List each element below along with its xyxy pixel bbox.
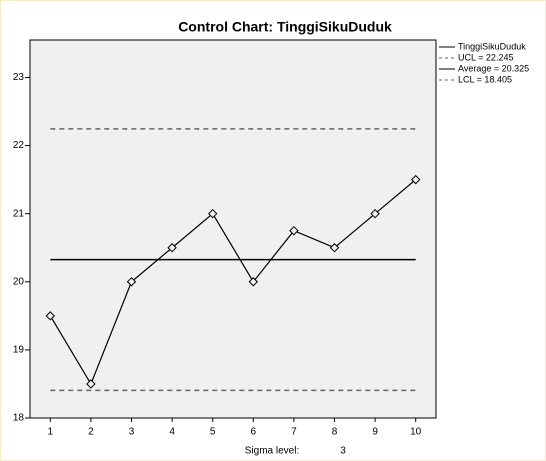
point xyxy=(329,243,340,253)
y-tick-label: 21 xyxy=(13,208,25,219)
point xyxy=(86,379,96,389)
x-tick-label: 4 xyxy=(169,427,175,438)
legend-label: UCL = 22.245 xyxy=(458,52,513,62)
legend-label: Average = 20.325 xyxy=(458,63,529,73)
point xyxy=(248,277,259,287)
y-tick-label: 22 xyxy=(13,140,25,151)
plot-area xyxy=(29,39,437,419)
x-tick-label: 10 xyxy=(410,427,422,438)
point xyxy=(126,277,137,287)
legend-label: TinggiSikuDuduk xyxy=(458,41,526,51)
point xyxy=(410,174,421,185)
series-line xyxy=(49,179,417,386)
point xyxy=(289,225,299,236)
point xyxy=(167,243,177,253)
sigma-level: 3 xyxy=(340,446,346,457)
x-tick-label: 2 xyxy=(88,427,94,438)
y-tick-label: 20 xyxy=(13,276,25,287)
x-tick-label: 6 xyxy=(251,427,257,438)
x-tick-label: 1 xyxy=(48,427,54,438)
point xyxy=(370,208,380,219)
x-tick-label: 7 xyxy=(291,427,297,438)
x-tick-label: 5 xyxy=(210,427,216,438)
legend-label: LCL = 18.405 xyxy=(458,74,512,84)
sigma-label: Sigma level: xyxy=(245,446,299,457)
point xyxy=(207,208,218,219)
point xyxy=(45,311,56,321)
x-tick-label: 9 xyxy=(372,427,378,438)
y-tick-label: 18 xyxy=(13,413,25,424)
y-tick-label: 23 xyxy=(13,72,25,83)
y-tick-label: 19 xyxy=(13,345,25,356)
x-tick-label: 8 xyxy=(332,427,338,438)
chart-title: Control Chart: TinggiSikuDuduk xyxy=(178,19,392,35)
x-tick-label: 3 xyxy=(129,427,135,438)
